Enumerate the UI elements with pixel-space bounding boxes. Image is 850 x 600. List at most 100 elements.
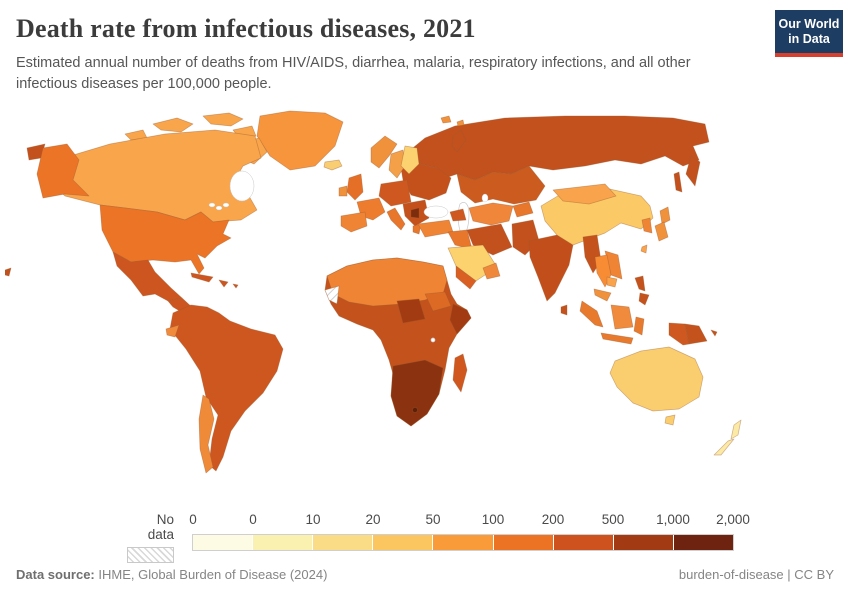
region-serbia-macedonia[interactable] xyxy=(410,207,420,219)
region-russia[interactable] xyxy=(402,115,710,181)
region-yemen[interactable] xyxy=(455,265,477,290)
region-south-america[interactable] xyxy=(169,304,284,472)
region-iberia[interactable] xyxy=(340,211,368,233)
legend-bin[interactable] xyxy=(553,535,614,550)
region-norway[interactable] xyxy=(370,135,398,169)
region-north-africa[interactable] xyxy=(326,257,448,307)
region-west-new-guinea[interactable] xyxy=(668,322,690,346)
page-title: Death rate from infectious diseases, 202… xyxy=(16,14,476,43)
region-tajik-kyrgyz[interactable] xyxy=(512,201,534,218)
region-chad-car[interactable] xyxy=(396,298,426,324)
region-novaya-zemlya[interactable] xyxy=(451,129,467,153)
attribution-text[interactable]: burden-of-disease | CC BY xyxy=(678,567,834,582)
region-svalbard-2[interactable] xyxy=(456,119,465,127)
legend-bin[interactable] xyxy=(613,535,674,550)
region-madagascar[interactable] xyxy=(452,353,468,393)
region-solomon-speck[interactable] xyxy=(710,329,718,337)
region-sudan[interactable] xyxy=(424,291,452,312)
legend-bins: 0 0 10 20 50 100 200 500 1,000 2,000 xyxy=(189,512,750,551)
region-philippines-north[interactable] xyxy=(634,275,646,292)
region-china[interactable] xyxy=(540,187,654,246)
owid-logo[interactable]: Our World in Data xyxy=(775,10,843,57)
region-japan-south[interactable] xyxy=(654,221,669,242)
legend-tick-label: 200 xyxy=(541,512,565,527)
black-sea xyxy=(423,205,449,219)
region-uk[interactable] xyxy=(346,173,364,201)
region-kazakhstan[interactable] xyxy=(456,165,546,205)
owid-logo-line2: in Data xyxy=(788,32,830,46)
region-malaysia[interactable] xyxy=(593,288,612,302)
region-southern-africa[interactable] xyxy=(390,359,444,427)
hudson-bay xyxy=(229,170,255,202)
legend-bin[interactable] xyxy=(373,535,434,550)
region-philippines-south[interactable] xyxy=(638,292,650,306)
legend-bin[interactable] xyxy=(493,535,554,550)
region-greece[interactable] xyxy=(412,223,422,235)
region-lesotho[interactable] xyxy=(412,407,418,413)
legend-ticks: 0 0 10 20 50 100 200 500 1,000 2,000 xyxy=(189,512,750,531)
region-korea[interactable] xyxy=(641,217,653,234)
region-ecuador[interactable] xyxy=(165,324,180,338)
region-canada[interactable] xyxy=(46,129,262,223)
owid-logo-accent-bar xyxy=(775,53,843,57)
region-india[interactable] xyxy=(528,234,574,302)
region-australia[interactable] xyxy=(609,346,704,412)
region-sulawesi[interactable] xyxy=(633,316,645,336)
region-nz-south-island[interactable] xyxy=(713,438,735,456)
region-tasmania[interactable] xyxy=(664,414,676,426)
chart-header: Death rate from infectious diseases, 202… xyxy=(16,14,760,94)
legend-bin[interactable] xyxy=(253,535,314,550)
great-lake-2 xyxy=(215,205,223,211)
legend-tick-label: 20 xyxy=(365,512,381,527)
region-canada-arctic-2[interactable] xyxy=(202,112,244,127)
region-alaska[interactable] xyxy=(36,143,90,199)
region-borneo[interactable] xyxy=(610,304,634,330)
owid-logo-line1: Our World xyxy=(778,17,840,31)
region-svalbard-1[interactable] xyxy=(440,115,452,124)
legend-tick-label: 2,000 xyxy=(716,512,750,527)
chart-footer: Data source: IHME, Global Burden of Dise… xyxy=(0,567,850,582)
region-finland[interactable] xyxy=(400,145,420,175)
region-sumatra[interactable] xyxy=(579,300,604,328)
legend-tick-label: 100 xyxy=(481,512,505,527)
region-oman[interactable] xyxy=(482,262,501,280)
great-lake-3 xyxy=(222,202,230,208)
region-puerto-rico[interactable] xyxy=(232,283,239,289)
chart-subtitle: Estimated annual number of deaths from H… xyxy=(16,55,691,92)
legend-bin[interactable] xyxy=(313,535,374,550)
legend-bar xyxy=(192,534,734,551)
region-sri-lanka[interactable] xyxy=(560,304,568,316)
region-iceland[interactable] xyxy=(323,159,343,171)
legend-bin[interactable] xyxy=(433,535,494,550)
region-mongolia[interactable] xyxy=(552,183,617,205)
legend-bin[interactable] xyxy=(673,535,733,550)
region-caucasus[interactable] xyxy=(449,208,467,222)
legend-tick-label: 50 xyxy=(425,512,441,527)
region-turkey[interactable] xyxy=(417,219,454,238)
region-chile[interactable] xyxy=(198,394,215,474)
no-data-swatch[interactable] xyxy=(127,547,174,563)
region-papua-new-guinea[interactable] xyxy=(684,323,708,345)
region-cuba[interactable] xyxy=(190,272,214,283)
region-hispaniola[interactable] xyxy=(218,279,229,288)
region-sweden[interactable] xyxy=(388,149,406,179)
legend-bin[interactable] xyxy=(193,535,254,550)
region-kamchatka[interactable] xyxy=(685,155,701,187)
world-map xyxy=(5,108,815,508)
region-japan-north[interactable] xyxy=(659,206,671,225)
region-cambodia[interactable] xyxy=(606,276,618,288)
region-central-europe[interactable] xyxy=(378,179,412,207)
lake-victoria xyxy=(430,337,436,343)
region-central-asia[interactable] xyxy=(468,202,514,226)
region-sakhalin[interactable] xyxy=(673,171,683,193)
region-ireland[interactable] xyxy=(338,185,348,197)
region-italy[interactable] xyxy=(386,207,406,231)
region-canada-arctic-1[interactable] xyxy=(152,117,194,133)
region-java[interactable] xyxy=(600,332,634,345)
region-western-sahara[interactable] xyxy=(324,285,340,305)
region-wrapped-tip[interactable] xyxy=(5,267,12,277)
region-somalia[interactable] xyxy=(449,303,472,335)
region-nz-north-island[interactable] xyxy=(730,419,742,440)
region-taiwan[interactable] xyxy=(640,244,648,254)
